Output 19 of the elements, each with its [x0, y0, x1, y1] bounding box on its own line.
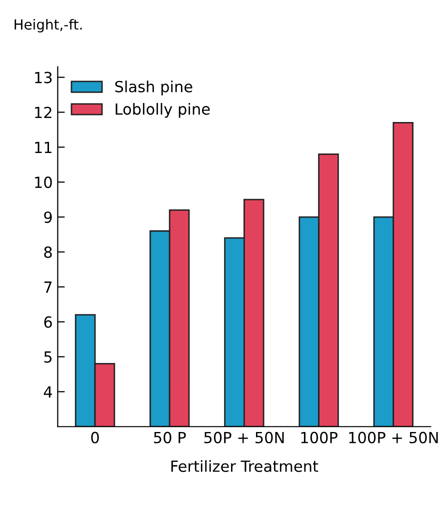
x-axis-title: Fertilizer Treatment: [171, 460, 318, 472]
y-tick-label: 9: [44, 211, 52, 224]
y-axis-title: Height,-ft.: [14, 18, 82, 32]
x-tick-label: 0: [91, 432, 99, 444]
x-tick-label: 100P + 50N: [349, 432, 438, 444]
y-tick-label: 8: [44, 246, 52, 258]
x-tick-label: 50 P: [154, 432, 186, 444]
y-tick-label: 6: [44, 316, 52, 328]
x-tick-label: 50P + 50N: [204, 432, 284, 444]
y-tick-label: 5: [44, 351, 52, 363]
legend-label: Slash pine: [115, 80, 192, 96]
y-tick-label: 7: [44, 282, 52, 293]
x-tick-label: 100P: [301, 432, 338, 444]
y-tick-label: 4: [44, 386, 52, 398]
y-tick-label: 12: [35, 106, 52, 118]
legend-label: Loblolly pine: [116, 102, 210, 118]
y-tick-label: 10: [35, 176, 52, 188]
y-tick-label: 11: [35, 142, 52, 153]
y-tick-label: 13: [35, 72, 52, 84]
